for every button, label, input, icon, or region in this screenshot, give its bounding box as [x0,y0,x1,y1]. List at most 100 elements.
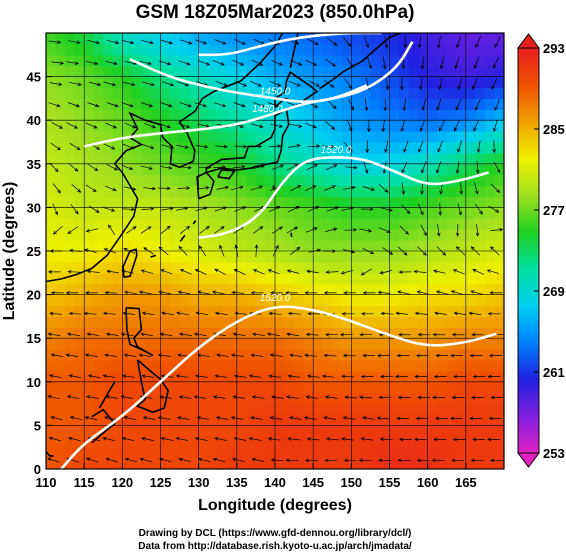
temperature-cell [284,414,295,426]
temperature-cell [437,403,448,416]
temperature-cell [74,240,85,252]
temperature-cell [484,174,496,187]
temperature-cell [427,109,438,121]
temperature-cell [84,11,94,23]
wind-arrow [160,436,174,441]
temperature-cell [236,240,247,252]
temperature-cell [456,98,467,110]
wind-arrow [360,207,374,212]
temperature-cell [65,338,76,350]
temperature-cell [408,152,419,165]
temperature-cell [150,349,162,361]
temperature-cell [84,142,95,154]
temperature-cell [389,229,400,241]
temperature-cell [131,272,143,285]
temperature-cell [93,261,104,274]
wind-arrow [414,374,428,379]
wind-arrow [232,165,246,169]
temperature-cell [275,174,286,187]
wind-arrow [436,161,441,174]
y-tick-label: 35 [27,157,41,172]
wind-arrow [286,226,299,234]
temperature-cell [208,447,219,459]
temperature-cell [55,360,66,372]
temperature-cell [112,327,123,339]
temperature-cell [55,436,66,448]
wind-arrow [120,395,134,399]
temperature-cell [437,458,448,469]
temperature-cell [341,131,352,143]
temperature-cell [399,360,410,372]
temperature-cell [112,174,123,187]
temperature-cell [322,196,333,208]
wind-arrow [272,244,279,257]
temperature-cell [112,33,123,34]
wind-arrow [158,457,172,463]
temperature-cell [303,76,314,89]
temperature-cell [313,54,324,67]
temperature-cell [246,381,257,394]
temperature-cell [122,229,133,241]
temperature-cell [103,392,114,405]
temperature-cell [122,120,133,132]
temperature-cell [428,11,438,23]
wind-arrow [272,226,284,234]
temperature-cell [131,152,143,165]
temperature-cell [494,207,504,219]
temperature-cell [265,316,276,328]
temperature-cell [494,381,504,394]
temperature-cell [408,458,419,469]
temperature-cell [341,414,352,426]
temperature-cell [322,349,333,361]
temperature-cell [46,196,57,208]
temperature-cell [265,87,276,99]
temperature-cell [332,403,343,416]
temperature-cell [65,349,76,361]
temperature-cell [198,196,209,208]
contour-label: 1480.0 [252,104,283,115]
contour-label: 1520.0 [321,145,352,156]
wind-arrow [304,185,317,192]
temperature-cell [275,218,286,230]
temperature-cell [475,174,486,187]
wind-arrow [435,353,449,358]
temperature-cell [484,185,496,198]
temperature-cell [323,0,333,1]
temperature-cell [74,436,85,448]
wind-arrow [231,353,244,357]
wind-arrow [459,182,464,195]
temperature-cell [313,316,324,328]
temperature-cell [65,425,76,437]
temperature-cell [475,218,486,230]
temperature-cell [208,403,219,416]
temperature-cell [294,207,305,219]
wind-arrow [234,311,248,316]
temperature-cell [389,240,400,252]
contour-label: 1520.0 [260,293,291,304]
temperature-cell [74,338,85,350]
temperature-cell [437,316,448,328]
temperature-cell [456,163,467,176]
temperature-cell [494,447,504,459]
wind-arrow [475,203,483,215]
wind-arrow [160,269,173,275]
temperature-cell [198,120,209,132]
temperature-cell [170,327,181,339]
temperature-cell [227,218,238,230]
temperature-cell [437,251,448,263]
temperature-cell [112,65,123,78]
temperature-cell [294,381,305,394]
temperature-cell [389,65,400,78]
temperature-cell [74,381,85,394]
temperature-cell [103,11,113,23]
temperature-cell [437,109,448,121]
wind-arrow [49,311,63,316]
temperature-cell [408,425,419,437]
temperature-cell [198,447,209,459]
temperature-cell [208,283,219,296]
temperature-cell [437,229,448,241]
temperature-cell [275,251,286,263]
wind-arrow [251,457,265,462]
temperature-cell [408,294,419,307]
temperature-cell [456,11,466,23]
